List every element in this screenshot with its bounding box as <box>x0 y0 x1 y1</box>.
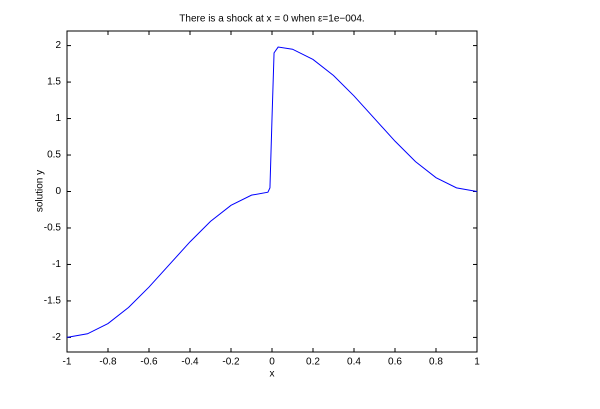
y-tick-label: 0.5 <box>47 150 61 161</box>
y-tick-label: -2 <box>52 332 61 343</box>
y-tick-label: 2 <box>55 40 61 51</box>
x-tick-label: -0.8 <box>99 357 117 368</box>
y-tick-label: -0.5 <box>44 223 62 234</box>
x-tick-label: 1 <box>474 357 480 368</box>
x-tick-label: 0 <box>269 357 275 368</box>
y-tick-label: 1 <box>55 113 61 124</box>
x-tick-label: 0.2 <box>306 357 320 368</box>
x-tick-label: -0.4 <box>181 357 199 368</box>
x-tick-label: -0.6 <box>140 357 158 368</box>
y-tick-label: -1 <box>52 259 61 270</box>
x-tick-label: 0.8 <box>429 357 443 368</box>
x-tick-label: 0.6 <box>388 357 402 368</box>
x-tick-label: 0.4 <box>347 357 361 368</box>
y-axis-label: solution y <box>35 170 46 212</box>
line <box>66 46 478 338</box>
y-tick-label: 0 <box>55 186 61 197</box>
x-tick-label: -1 <box>63 357 72 368</box>
y-tick-label: 1.5 <box>47 77 61 88</box>
x-axis-label: x <box>270 369 275 380</box>
x-tick-label: -0.2 <box>222 357 240 368</box>
y-tick-label: -1.5 <box>44 296 62 307</box>
chart-title: There is a shock at x = 0 when ε=1e−004. <box>179 14 364 25</box>
